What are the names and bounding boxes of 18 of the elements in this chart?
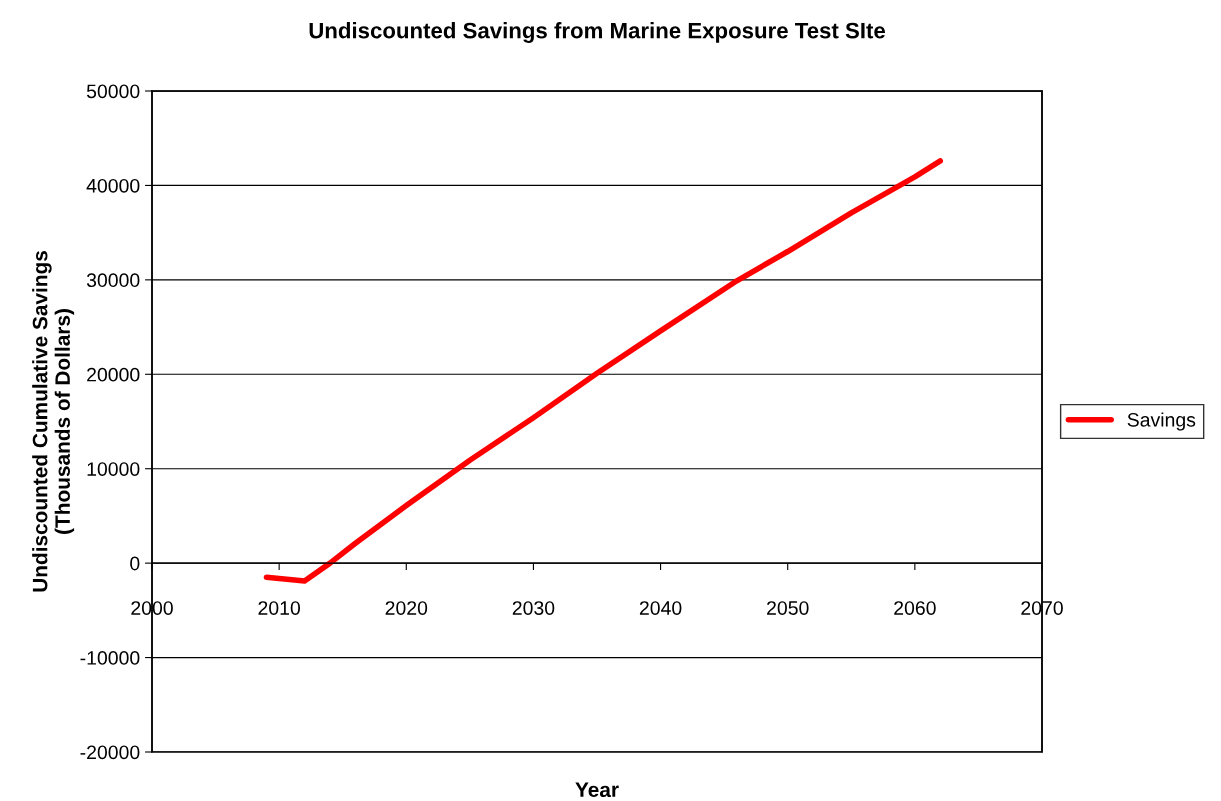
x-tick-label: 2010 (258, 601, 301, 615)
y-tick-label: 40000 (86, 178, 140, 193)
x-tick-label: 2040 (639, 601, 682, 615)
x-axis-title: Year (575, 782, 619, 798)
y-tick-label: 0 (130, 556, 140, 571)
y-tick-label: -10000 (80, 651, 140, 665)
legend-label: Savings (1127, 412, 1196, 431)
y-tick-label: 30000 (86, 273, 140, 288)
chart-title: Undiscounted Savings from Marine Exposure Test SIte (309, 22, 886, 43)
y-tick-label: 50000 (86, 84, 140, 99)
y-axis-title: Undiscounted Cumulative Savings (Thousands of Dollars) (32, 251, 75, 592)
y-tick-label: 10000 (87, 462, 140, 476)
x-tick-label: 2060 (894, 601, 936, 615)
y-tick-label: 20000 (87, 367, 140, 382)
x-tick-label: 2030 (512, 601, 555, 615)
y-tick-label: -20000 (80, 745, 140, 760)
x-tick-label: 2050 (767, 601, 809, 615)
x-tick-label: 2020 (385, 601, 428, 615)
